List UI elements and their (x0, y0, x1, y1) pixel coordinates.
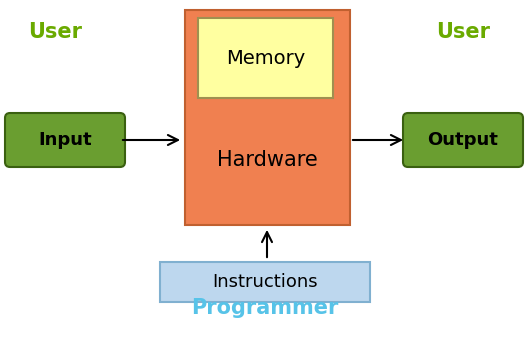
Text: Hardware: Hardware (217, 151, 318, 170)
FancyBboxPatch shape (185, 10, 350, 225)
Text: Input: Input (38, 131, 92, 149)
FancyBboxPatch shape (198, 18, 333, 98)
Text: Output: Output (428, 131, 498, 149)
Text: User: User (436, 22, 490, 42)
Text: Memory: Memory (226, 49, 305, 68)
FancyBboxPatch shape (5, 113, 125, 167)
Text: Programmer: Programmer (191, 298, 339, 318)
FancyBboxPatch shape (403, 113, 523, 167)
FancyBboxPatch shape (160, 262, 370, 302)
Text: Instructions: Instructions (212, 273, 318, 291)
Text: User: User (28, 22, 82, 42)
